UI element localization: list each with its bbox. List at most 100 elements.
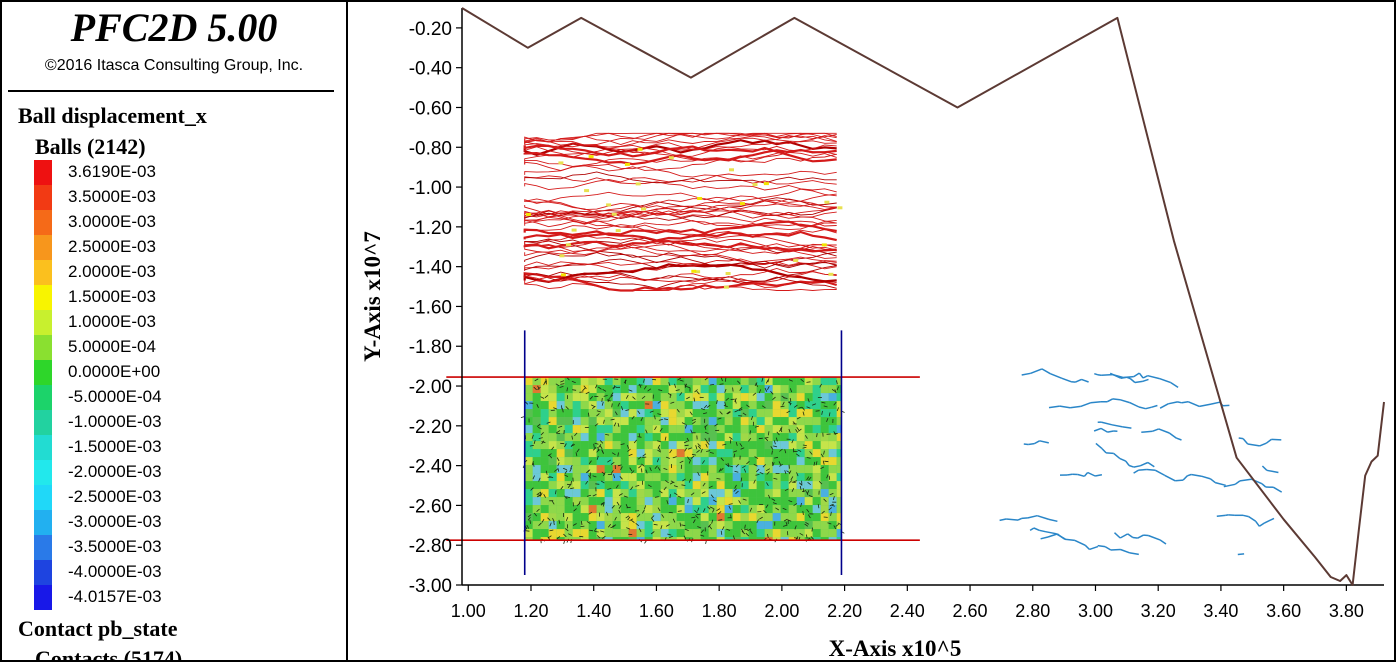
legend-subheading: Balls (2142) <box>35 134 146 160</box>
contact-mark <box>589 155 594 158</box>
crack-segment <box>1067 474 1072 475</box>
displacement-cell <box>685 393 693 401</box>
displacement-cell <box>677 385 685 393</box>
y-tick-label: -0.60 <box>409 98 452 119</box>
displacement-cell <box>725 521 733 529</box>
crack-segment <box>1105 547 1111 550</box>
crack-segment <box>1202 476 1211 479</box>
legend-swatch <box>34 360 52 385</box>
displacement-cell <box>613 409 621 417</box>
crack-segment <box>1120 459 1126 462</box>
displacement-cell <box>813 377 821 385</box>
displacement-tick <box>685 445 689 446</box>
displacement-tick <box>581 526 585 527</box>
crack-segment <box>1121 377 1127 378</box>
displacement-cell <box>573 401 581 409</box>
displacement-cell <box>645 409 653 417</box>
displacement-cell <box>557 385 565 393</box>
displacement-cell <box>821 521 829 529</box>
displacement-tick <box>525 531 529 532</box>
displacement-cell <box>613 449 621 457</box>
displacement-cell <box>741 417 749 425</box>
displacement-cell <box>685 377 693 385</box>
displacement-cell <box>709 457 717 465</box>
displacement-cell <box>637 497 645 505</box>
displacement-cell <box>541 465 549 473</box>
displacement-cell <box>733 385 741 393</box>
displacement-cell <box>773 441 781 449</box>
legend-label: 2.0000E-03 <box>68 262 156 282</box>
displacement-cell <box>813 441 821 449</box>
crack-segment <box>1091 402 1101 403</box>
displacement-cell <box>677 441 685 449</box>
legend-label: -4.0157E-03 <box>68 587 162 607</box>
displacement-cell <box>573 489 581 497</box>
displacement-cell <box>645 433 653 441</box>
crack-segment <box>1022 518 1028 519</box>
y-tick-label: -1.80 <box>409 337 452 358</box>
displacement-cell <box>813 449 821 457</box>
contact-mark <box>824 201 829 204</box>
crack-segment <box>1120 534 1128 538</box>
crack-segment <box>1101 428 1108 432</box>
displacement-cell <box>605 449 613 457</box>
displacement-cell <box>669 457 677 465</box>
crack-segment <box>1143 376 1148 378</box>
displacement-cell <box>717 481 725 489</box>
displacement-cell <box>813 505 821 513</box>
displacement-cell <box>749 441 757 449</box>
contact-chain <box>525 196 837 210</box>
displacement-cell <box>573 505 581 513</box>
displacement-cell <box>629 489 637 497</box>
displacement-cell <box>533 529 541 537</box>
app-title: PFC2D 5.00 <box>0 4 348 51</box>
displacement-cell <box>685 449 693 457</box>
legend-label: -5.0000E-04 <box>68 387 162 407</box>
crack-segment <box>1265 518 1274 523</box>
displacement-cell <box>709 489 717 497</box>
displacement-cell <box>693 377 701 385</box>
displacement-cell <box>805 377 813 385</box>
displacement-cell <box>669 417 677 425</box>
x-tick-label: 1.40 <box>576 601 611 621</box>
crack-segment <box>1171 383 1178 388</box>
crack-segment <box>1147 470 1156 471</box>
displacement-cell <box>613 457 621 465</box>
legend-swatch <box>34 310 52 335</box>
displacement-cell <box>533 433 541 441</box>
displacement-cell <box>629 473 637 481</box>
displacement-cell <box>829 425 837 433</box>
crack-segment <box>1188 402 1199 407</box>
displacement-cell <box>709 481 717 489</box>
crack-segment <box>1089 547 1098 550</box>
legend-swatch <box>34 185 52 210</box>
crack-segment <box>1000 519 1007 520</box>
displacement-cell <box>565 401 573 409</box>
displacement-cell <box>605 505 613 513</box>
displacement-cell <box>749 425 757 433</box>
displacement-cell <box>805 481 813 489</box>
displacement-tick <box>816 411 820 412</box>
displacement-cell <box>525 409 533 417</box>
displacement-cell <box>549 481 557 489</box>
displacement-cell <box>685 489 693 497</box>
x-tick-label: 3.40 <box>1203 601 1238 621</box>
crack-segment <box>1235 481 1240 484</box>
displacement-cell <box>757 401 765 409</box>
displacement-cell <box>741 513 749 521</box>
displacement-cell <box>741 489 749 497</box>
displacement-cell <box>581 457 589 465</box>
legend-swatch <box>34 210 52 235</box>
crack-segment <box>1259 523 1264 526</box>
contact-mark <box>837 206 842 209</box>
crack-segment <box>1243 515 1249 516</box>
displacement-cell <box>653 449 661 457</box>
crack-segment <box>1249 517 1256 522</box>
crack-segment <box>1006 519 1018 520</box>
crack-segment <box>1139 470 1147 471</box>
displacement-cell <box>781 441 789 449</box>
displacement-cell <box>741 457 749 465</box>
displacement-cell <box>541 449 549 457</box>
displacement-cell <box>749 409 757 417</box>
displacement-cell <box>661 385 669 393</box>
